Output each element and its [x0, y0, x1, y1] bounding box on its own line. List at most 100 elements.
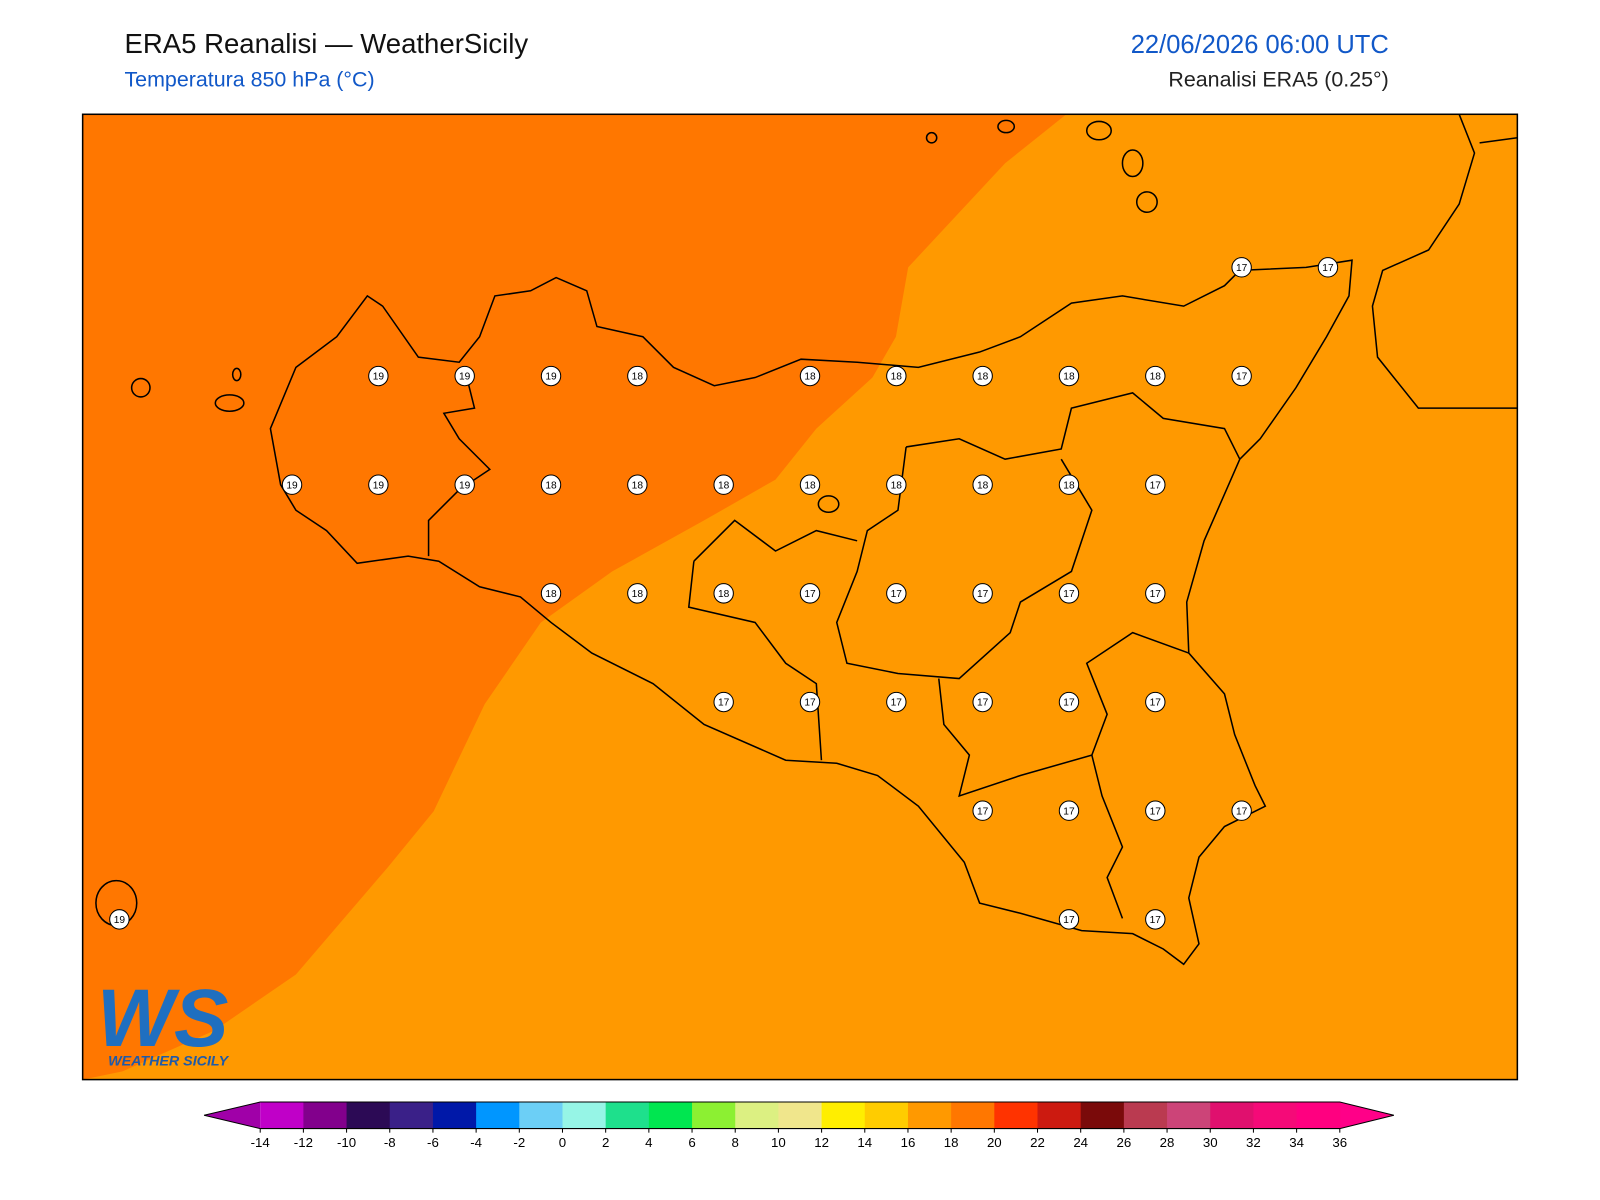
colorbar-bin: [951, 1102, 995, 1129]
colorbar-tick-label: 8: [732, 1135, 739, 1150]
station-value: 17: [1063, 915, 1075, 926]
station-marker: [540, 474, 562, 495]
station-marker: [540, 583, 562, 604]
colorbar-bin: [1296, 1102, 1341, 1129]
colorbar-tick-label: 18: [944, 1135, 959, 1150]
colorbar-bin: [1123, 1102, 1168, 1129]
colorbar-bin: [735, 1102, 779, 1129]
station-value: 17: [1063, 698, 1075, 709]
colorbar-bin: [1167, 1102, 1211, 1129]
station-marker: [713, 691, 734, 713]
station-marker: [1058, 583, 1080, 604]
station-value: 18: [891, 480, 903, 491]
station-marker: [1145, 583, 1166, 604]
colorbar-bin: [692, 1102, 736, 1129]
colorbar-tick-label: 32: [1246, 1135, 1261, 1150]
station-marker: [281, 474, 303, 495]
station-marker: [886, 691, 907, 713]
colorbar-bin: [864, 1102, 909, 1129]
colorbar-bin: [1210, 1102, 1254, 1129]
colorbar-tick-label: -12: [294, 1135, 313, 1150]
station-value: 17: [891, 589, 903, 600]
station-marker: [1145, 800, 1166, 821]
colorbar-tick-label: -6: [427, 1135, 439, 1150]
colorbar-tick-label: 30: [1203, 1135, 1218, 1150]
colorbar-bin: [994, 1102, 1039, 1129]
station-value: 18: [632, 589, 644, 600]
station-value: 17: [977, 589, 989, 600]
station-value: 17: [1236, 263, 1248, 274]
station-marker: [368, 365, 389, 387]
station-value: 17: [1236, 372, 1248, 383]
colorbar-bin: [821, 1102, 866, 1129]
station-marker: [972, 800, 993, 821]
datetime: 22/06/2026 06:00 UTC: [1131, 31, 1389, 59]
subtitle: Temperatura 850 hPa (°C): [124, 68, 374, 92]
station-value: 17: [891, 698, 903, 709]
colorbar-tick-label: -4: [470, 1135, 482, 1150]
station-marker: [1058, 691, 1080, 713]
station-value: 17: [1150, 589, 1162, 600]
station-value: 19: [373, 480, 385, 491]
colorbar-bin: [260, 1102, 304, 1129]
station-value: 18: [718, 480, 730, 491]
colorbar-tick-label: 0: [559, 1135, 566, 1150]
colorbar-bin: [346, 1102, 391, 1129]
station-value: 19: [459, 372, 471, 383]
station-value: 17: [1236, 806, 1248, 817]
station-value: 18: [718, 589, 730, 600]
station-marker: [1145, 474, 1166, 495]
station-marker: [799, 474, 821, 495]
station-marker: [540, 365, 562, 387]
station-marker: [713, 583, 734, 604]
station-values: 17 17 19 19 19 18 18 18 18 18 18 17 19 19 19 18 18 18 18 18…: [109, 257, 1339, 930]
colorbar-bin: [907, 1102, 952, 1129]
station-value: 17: [1322, 263, 1334, 274]
station-value: 17: [977, 698, 989, 709]
colorbar-tick-label: 2: [602, 1135, 609, 1150]
colorbar-bin: [648, 1102, 693, 1129]
station-value: 18: [1063, 480, 1075, 491]
station-value: 17: [1150, 698, 1162, 709]
station-marker: [454, 474, 475, 495]
station-value: 17: [804, 698, 816, 709]
station-marker: [972, 365, 993, 387]
colorbar-bin: [1253, 1102, 1298, 1129]
station-value: 17: [977, 806, 989, 817]
station-value: 18: [545, 589, 557, 600]
colorbar-bin: [476, 1102, 520, 1129]
colorbar-tick-label: 24: [1073, 1135, 1088, 1150]
station-value: 17: [1150, 915, 1162, 926]
colorbar-tick-label: 16: [901, 1135, 916, 1150]
station-value: 18: [804, 372, 816, 383]
station-marker: [886, 474, 907, 495]
colorbar-tick-label: 10: [771, 1135, 786, 1150]
station-marker: [368, 474, 389, 495]
station-marker: [1058, 909, 1080, 930]
station-value: 18: [1150, 372, 1162, 383]
station-marker: [799, 365, 821, 387]
logo-text: WEATHER SICILY: [108, 1053, 229, 1069]
station-value: 18: [545, 480, 557, 491]
station-value: 19: [114, 915, 126, 926]
station-marker: [1231, 800, 1252, 821]
colorbar-tick-label: 26: [1117, 1135, 1132, 1150]
title: ERA5 Reanalisi — WeatherSicily: [124, 28, 528, 59]
colorbar-tick-label: 14: [857, 1135, 872, 1150]
station-marker: [886, 365, 907, 387]
map-area: 17 17 19 19 19 18 18 18 18 18 18 17 19 19 19 18 18 18 18 18…: [82, 114, 1518, 1080]
station-value: 17: [1150, 480, 1162, 491]
station-marker: [972, 691, 993, 713]
station-marker: [799, 691, 821, 713]
station-marker: [1058, 365, 1080, 387]
colorbar-tick-label: 4: [645, 1135, 652, 1150]
colorbar-bin: [605, 1102, 650, 1129]
station-marker: [109, 909, 130, 930]
station-value: 18: [804, 480, 816, 491]
logo-mark: WS: [97, 973, 229, 1064]
station-value: 18: [977, 480, 989, 491]
station-marker: [1058, 474, 1080, 495]
station-value: 17: [718, 698, 730, 709]
station-value: 19: [286, 480, 298, 491]
colorbar-bin: [303, 1102, 348, 1129]
